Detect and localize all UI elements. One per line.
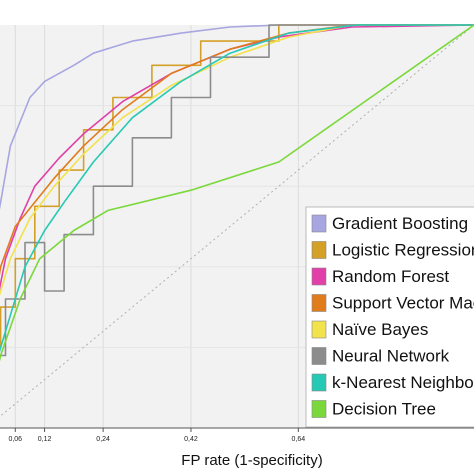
legend-label: Gradient Boosting [332,214,468,233]
legend-box [305,206,474,428]
legend-label: Naïve Bayes [332,320,428,339]
legend-swatch [311,320,327,339]
legend-swatch [311,241,327,259]
legend: Gradient Boosting Logistic Regression Rand… [305,206,474,428]
x-tick-label: 0,24 [96,436,110,443]
roc-curve-2 [0,24,474,349]
legend-swatch [311,267,327,286]
x-axis-label: FP rate (1-specificity) [181,452,322,469]
x-tick-label: 0,42 [184,436,198,443]
legend-swatch [311,347,327,365]
x-tick-label: 0,64 [292,436,306,443]
legend-label: Logistic Regression [332,241,474,260]
legend-label: Neural Network [332,347,450,366]
x-tick-label: 0,06 [8,436,22,443]
roc-curve-7 [0,24,474,353]
x-tick-label: 0,12 [38,436,52,443]
roc-curve-5 [0,24,474,296]
x-axis-ticks: 0,06 0,12 0,24 0,42 0,64 [8,428,305,443]
legend-swatch [311,294,327,312]
legend-label: k-Nearest Neighbors [332,373,474,392]
chance-diagonal-line [0,24,474,418]
series-lines [0,24,474,362]
roc-curve-8 [0,24,474,362]
legend-swatch [311,373,327,392]
legend-label: Support Vector Machine [332,294,474,313]
roc-curve-6 [0,24,474,357]
legend-swatch [311,400,327,418]
legend-swatch [311,214,327,233]
legend-label: Decision Tree [332,400,436,419]
legend-label: Random Forest [332,267,449,286]
